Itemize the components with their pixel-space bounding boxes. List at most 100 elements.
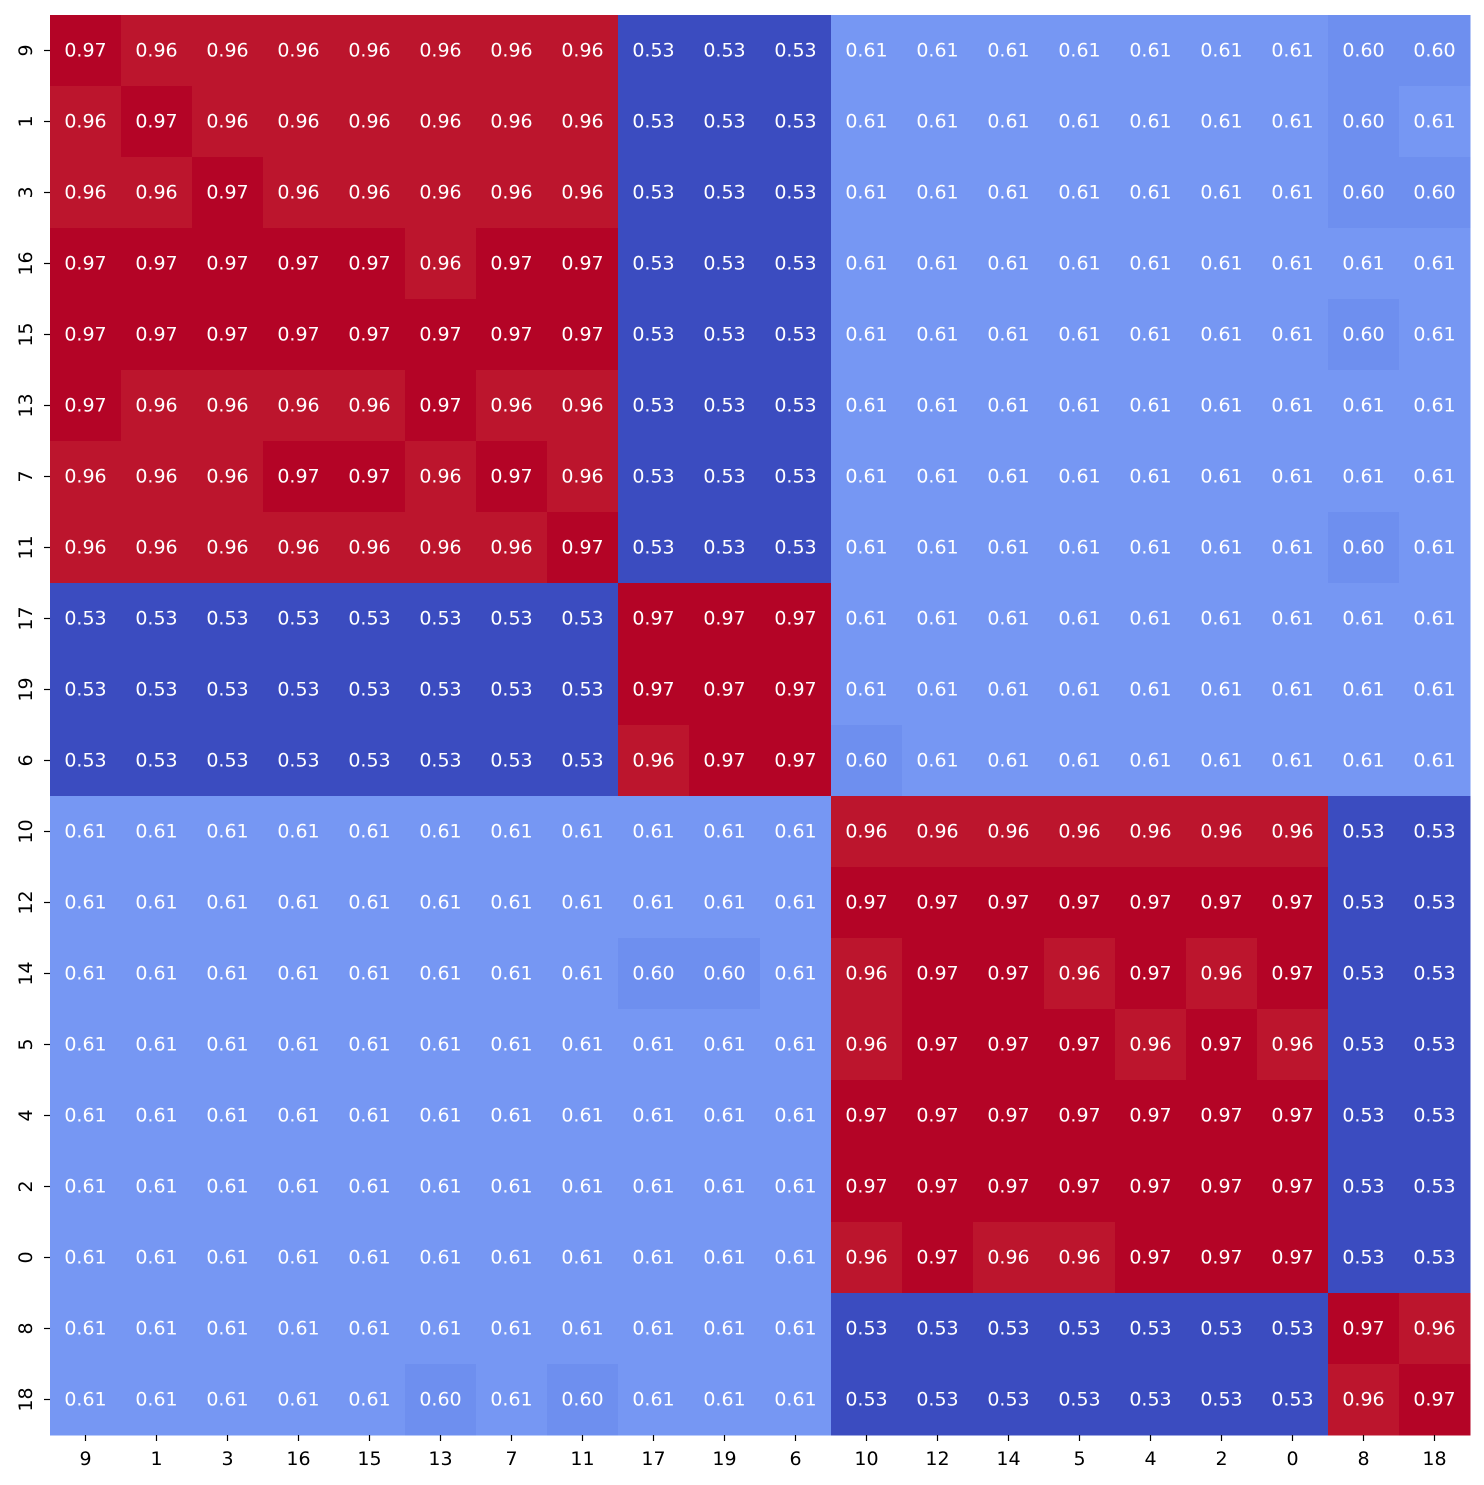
cell-value-label: 0.53 bbox=[490, 679, 532, 701]
cell-value-label: 0.61 bbox=[135, 892, 177, 914]
cell-value-label: 0.61 bbox=[277, 1318, 319, 1340]
heatmap-cell-r8-c4 bbox=[1115, 1293, 1187, 1365]
cell-value-label: 0.61 bbox=[419, 963, 461, 985]
cell-value-label: 0.61 bbox=[632, 1034, 674, 1056]
cell-value-label: 0.97 bbox=[419, 395, 461, 417]
cell-value-label: 0.96 bbox=[632, 750, 674, 772]
heatmap-cell-r4-c15 bbox=[334, 1080, 406, 1152]
cell-value-label: 0.53 bbox=[916, 1389, 958, 1411]
heatmap-cell-r13-c12 bbox=[902, 370, 974, 442]
heatmap-cell-r18-c16 bbox=[263, 1364, 335, 1436]
cell-value-label: 0.61 bbox=[916, 466, 958, 488]
heatmap-cell-r0-c8 bbox=[1328, 1222, 1400, 1294]
heatmap-cell-r14-c10 bbox=[831, 938, 903, 1010]
heatmap-cell-r3-c13 bbox=[405, 157, 477, 229]
cell-value-label: 0.61 bbox=[1058, 253, 1100, 275]
cell-value-label: 0.61 bbox=[348, 963, 390, 985]
heatmap-cell-r2-c14 bbox=[973, 1151, 1045, 1223]
heatmap-cell-r12-c12 bbox=[902, 867, 974, 939]
y-tick-label: 11 bbox=[15, 535, 37, 559]
cell-value-label: 0.97 bbox=[561, 324, 603, 346]
cell-value-label: 0.61 bbox=[845, 608, 887, 630]
heatmap-cell-r13-c2 bbox=[1186, 370, 1258, 442]
heatmap-cell-r9-c9 bbox=[50, 15, 122, 87]
heatmap-cell-r2-c16 bbox=[263, 1151, 335, 1223]
heatmap-cell-r10-c15 bbox=[334, 796, 406, 868]
x-tick-label: 5 bbox=[1073, 1448, 1085, 1470]
cell-value-label: 0.97 bbox=[1200, 1105, 1242, 1127]
cell-value-label: 0.96 bbox=[561, 395, 603, 417]
y-tick-label: 13 bbox=[15, 393, 37, 417]
cell-value-label: 0.96 bbox=[490, 111, 532, 133]
cell-value-label: 0.61 bbox=[1058, 324, 1100, 346]
cell-value-label: 0.61 bbox=[64, 1318, 106, 1340]
heatmap-cell-r7-c13 bbox=[405, 441, 477, 513]
cell-value-label: 0.61 bbox=[206, 1247, 248, 1269]
heatmap-cell-r3-c17 bbox=[618, 157, 690, 229]
heatmap-cell-r3-c19 bbox=[689, 157, 761, 229]
heatmap-cell-r8-c19 bbox=[689, 1293, 761, 1365]
cell-value-label: 0.61 bbox=[632, 821, 674, 843]
heatmap-cell-r18-c1 bbox=[121, 1364, 193, 1436]
heatmap-cell-r17-c17 bbox=[618, 583, 690, 655]
cell-value-label: 0.60 bbox=[561, 1389, 603, 1411]
heatmap-cell-r18-c13 bbox=[405, 1364, 477, 1436]
cell-value-label: 0.61 bbox=[703, 1176, 745, 1198]
heatmap-cell-r10-c9 bbox=[50, 796, 122, 868]
heatmap-cell-r16-c4 bbox=[1115, 228, 1187, 300]
heatmap-cell-r6-c3 bbox=[192, 725, 264, 797]
cell-value-label: 0.96 bbox=[1271, 821, 1313, 843]
cell-value-label: 0.53 bbox=[135, 608, 177, 630]
heatmap-cell-r1-c8 bbox=[1328, 86, 1400, 158]
cell-value-label: 0.61 bbox=[845, 182, 887, 204]
heatmap-cell-r10-c10 bbox=[831, 796, 903, 868]
heatmap-cell-r10-c7 bbox=[476, 796, 548, 868]
heatmap-cell-r8-c17 bbox=[618, 1293, 690, 1365]
heatmap-cell-r7-c17 bbox=[618, 441, 690, 513]
y-tick-label: 10 bbox=[15, 819, 37, 843]
heatmap-cell-r6-c7 bbox=[476, 725, 548, 797]
heatmap-cell-r14-c15 bbox=[334, 938, 406, 1010]
heatmap-cell-r11-c1 bbox=[121, 512, 193, 584]
cell-value-label: 0.97 bbox=[64, 40, 106, 62]
heatmap-cell-r5-c18 bbox=[1399, 1009, 1471, 1081]
heatmap-cell-r9-c1 bbox=[121, 15, 193, 87]
heatmap-cell-r4-c3 bbox=[192, 1080, 264, 1152]
heatmap-cell-r5-c3 bbox=[192, 1009, 264, 1081]
cell-value-label: 0.61 bbox=[64, 892, 106, 914]
cell-value-label: 0.53 bbox=[1413, 1034, 1455, 1056]
heatmap-cell-r14-c13 bbox=[405, 938, 477, 1010]
heatmap-cell-r0-c14 bbox=[973, 1222, 1045, 1294]
heatmap-cell-r4-c17 bbox=[618, 1080, 690, 1152]
heatmap-cell-r11-c9 bbox=[50, 512, 122, 584]
cell-value-label: 0.61 bbox=[419, 1318, 461, 1340]
cell-value-label: 0.61 bbox=[916, 750, 958, 772]
heatmap-cell-r5-c7 bbox=[476, 1009, 548, 1081]
cell-value-label: 0.97 bbox=[206, 324, 248, 346]
heatmap-cell-r2-c7 bbox=[476, 1151, 548, 1223]
cell-value-label: 0.61 bbox=[277, 1389, 319, 1411]
heatmap-cell-r2-c1 bbox=[121, 1151, 193, 1223]
cell-value-label: 0.53 bbox=[774, 40, 816, 62]
cell-value-label: 0.96 bbox=[490, 395, 532, 417]
cell-value-label: 0.61 bbox=[1200, 679, 1242, 701]
cell-value-label: 0.53 bbox=[632, 324, 674, 346]
cell-value-label: 0.61 bbox=[1342, 608, 1384, 630]
cell-value-label: 0.96 bbox=[419, 40, 461, 62]
heatmap-cell-r0-c0 bbox=[1257, 1222, 1329, 1294]
heatmap-cell-r7-c14 bbox=[973, 441, 1045, 513]
heatmap-cell-r5-c0 bbox=[1257, 1009, 1329, 1081]
heatmap-cell-r9-c16 bbox=[263, 15, 335, 87]
heatmap-cell-r18-c9 bbox=[50, 1364, 122, 1436]
cell-value-label: 0.61 bbox=[845, 679, 887, 701]
heatmap-cell-r16-c11 bbox=[547, 228, 619, 300]
heatmap-cell-r16-c9 bbox=[50, 228, 122, 300]
heatmap-cell-r9-c11 bbox=[547, 15, 619, 87]
cell-value-label: 0.61 bbox=[135, 1105, 177, 1127]
cell-value-label: 0.61 bbox=[1413, 750, 1455, 772]
y-tick-label: 0 bbox=[15, 1251, 37, 1263]
heatmap-cell-r18-c8 bbox=[1328, 1364, 1400, 1436]
heatmap-cell-r3-c7 bbox=[476, 157, 548, 229]
heatmap-cell-r7-c18 bbox=[1399, 441, 1471, 513]
cell-value-label: 0.96 bbox=[845, 963, 887, 985]
